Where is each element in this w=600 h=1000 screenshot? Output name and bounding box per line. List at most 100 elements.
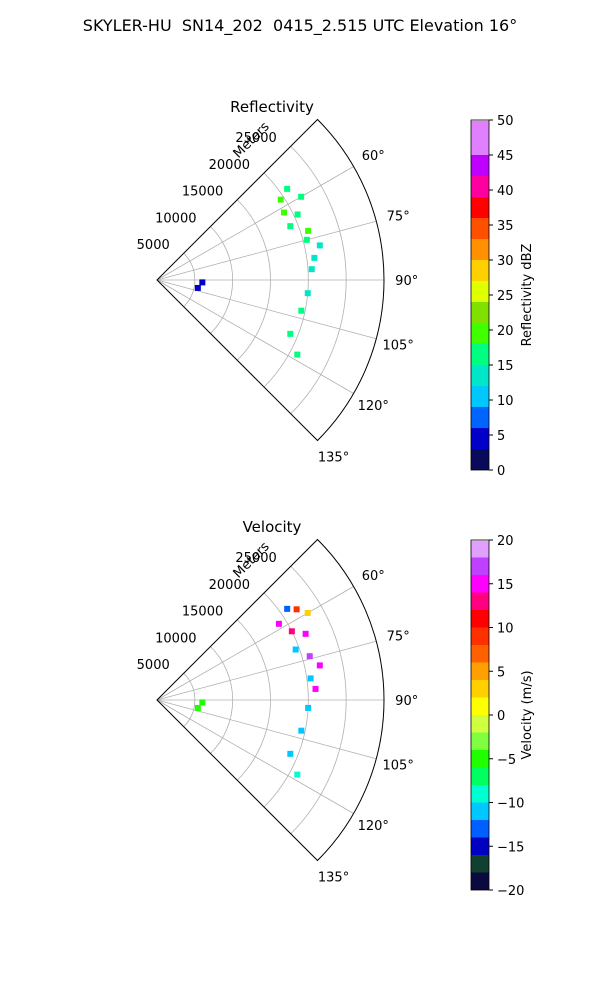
colorbar-band <box>471 837 489 855</box>
colorbar-band <box>471 260 489 281</box>
range-tick-label: 25000 <box>235 131 276 146</box>
colorbar-band <box>471 540 489 541</box>
data-point <box>305 704 312 711</box>
colorbar-band <box>471 449 489 470</box>
colorbar-band <box>471 323 489 344</box>
data-point <box>293 606 300 613</box>
azimuth-gridline <box>156 166 354 281</box>
azimuth-tick-label: 60° <box>362 569 385 584</box>
colorbar-tick-label: 5 <box>497 429 505 444</box>
colorbar-tick-label: −10 <box>497 797 524 812</box>
range-tick-label: 5000 <box>137 658 170 673</box>
colorbar-band <box>471 732 489 750</box>
data-point <box>298 307 305 314</box>
figure-title: SKYLER-HU SN14_202 0415_2.515 UTC Elevat… <box>82 16 518 35</box>
colorbar-tick-label: 0 <box>497 464 505 479</box>
colorbar-tick-label: 30 <box>497 254 514 269</box>
range-tick-label: 15000 <box>182 605 223 620</box>
data-point <box>284 605 291 612</box>
range-tick-label: 20000 <box>209 578 250 593</box>
colorbar-band <box>471 407 489 428</box>
colorbar-tick-label: 20 <box>497 534 514 549</box>
panel-title: Velocity <box>243 518 302 536</box>
colorbar-label: Velocity (m/s) <box>520 670 535 759</box>
azimuth-tick-label: 75° <box>387 629 410 644</box>
polar-sector-outline <box>156 538 385 862</box>
data-point <box>294 771 301 778</box>
data-point <box>287 750 294 757</box>
data-point <box>305 227 312 234</box>
panel-title: Reflectivity <box>230 98 314 116</box>
range-tick-label: 15000 <box>182 185 223 200</box>
data-point <box>304 609 311 616</box>
colorbar-band <box>471 575 489 593</box>
data-point <box>311 254 318 261</box>
azimuth-tick-label: 105° <box>383 339 414 354</box>
data-point <box>302 630 309 637</box>
colorbar-band <box>471 715 489 733</box>
colorbar-tick-label: 35 <box>497 219 514 234</box>
data-point <box>288 628 295 635</box>
colorbar-tick-label: 15 <box>497 578 514 593</box>
colorbar-tick-label: 40 <box>497 184 514 199</box>
colorbar-tick-label: 20 <box>497 324 514 339</box>
range-tick-label: 10000 <box>155 211 196 226</box>
colorbar-band <box>471 557 489 575</box>
data-point <box>277 196 284 203</box>
colorbar-tick-label: 25 <box>497 289 514 304</box>
azimuth-gridline <box>156 279 354 394</box>
colorbar-band <box>471 872 489 890</box>
colorbar-band <box>471 662 489 680</box>
colorbar-tick-label: 45 <box>497 149 514 164</box>
azimuth-tick-label: 120° <box>358 819 389 834</box>
colorbar-band <box>471 820 489 838</box>
colorbar-band <box>471 802 489 820</box>
colorbar-band <box>471 197 489 218</box>
colorbar-tick-label: 50 <box>497 114 514 129</box>
colorbar-band <box>471 239 489 260</box>
azimuth-gridline <box>156 586 354 701</box>
data-point <box>294 351 301 358</box>
azimuth-tick-label: 75° <box>387 209 410 224</box>
data-point <box>194 704 201 711</box>
azimuth-tick-label: 135° <box>318 451 349 466</box>
colorbar-band <box>471 302 489 323</box>
colorbar-band <box>471 281 489 302</box>
data-point <box>308 266 315 273</box>
colorbar-label: Reflectivity dBZ <box>520 244 535 347</box>
data-point <box>304 290 311 297</box>
data-point <box>194 284 201 291</box>
colorbar-band <box>471 155 489 176</box>
azimuth-gridline <box>156 699 377 760</box>
azimuth-gridline <box>156 279 377 340</box>
data-point <box>316 662 323 669</box>
colorbar-band <box>471 176 489 197</box>
colorbar-band <box>471 785 489 803</box>
colorbar-band <box>471 697 489 715</box>
data-point <box>199 279 206 286</box>
data-point <box>280 209 287 216</box>
colorbar-tick-label: −20 <box>497 884 524 899</box>
data-point <box>306 653 313 660</box>
colorbar-tick-label: 10 <box>497 622 514 637</box>
colorbar-band <box>471 218 489 239</box>
colorbar-band <box>471 855 489 873</box>
data-point <box>292 646 299 653</box>
azimuth-tick-label: 60° <box>362 149 385 164</box>
colorbar-tick-label: 10 <box>497 394 514 409</box>
polar-sector-outline <box>156 118 385 442</box>
colorbar-band <box>471 386 489 407</box>
colorbar-tick-label: −15 <box>497 840 524 855</box>
azimuth-gridline <box>156 220 377 281</box>
data-point <box>298 727 305 734</box>
data-point <box>287 223 294 230</box>
colorbar-band <box>471 365 489 386</box>
azimuth-gridline <box>156 699 354 814</box>
colorbar-band <box>471 680 489 698</box>
data-point <box>275 620 282 627</box>
colorbar-band <box>471 592 489 610</box>
azimuth-tick-label: 90° <box>395 694 418 709</box>
colorbar-band <box>471 344 489 365</box>
data-point <box>284 185 291 192</box>
